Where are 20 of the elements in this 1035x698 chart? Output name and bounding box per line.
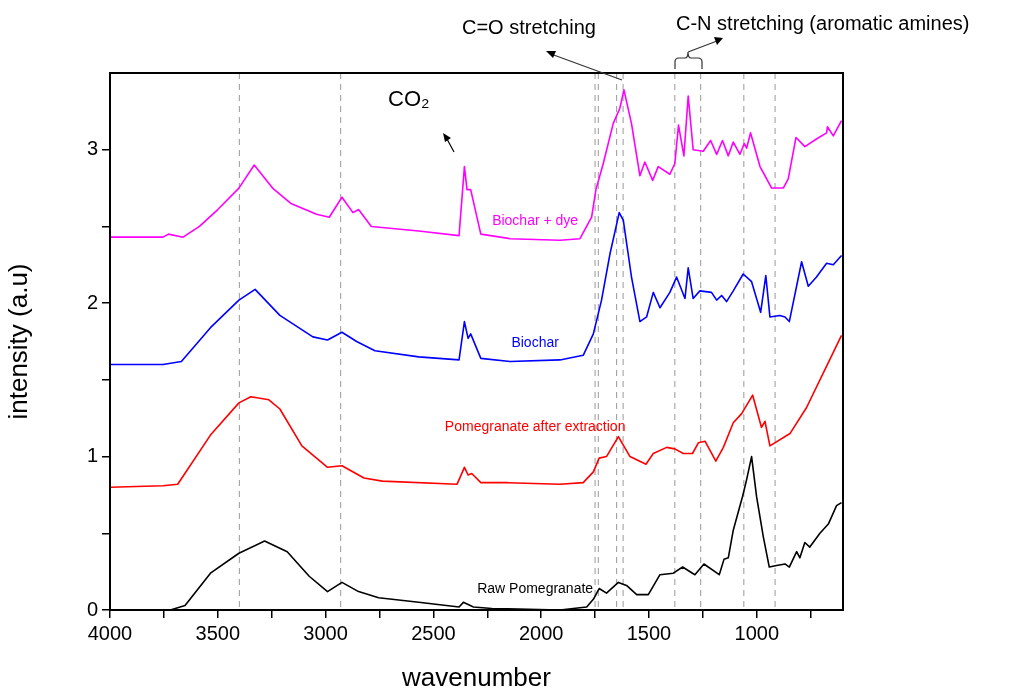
series-label: Pomegranate after extraction <box>444 417 626 434</box>
x-axis-title: wavenumber <box>401 661 552 692</box>
series-label: Biochar <box>511 333 560 350</box>
x-tick-label: 3000 <box>303 621 348 644</box>
x-tick-label: 2000 <box>518 621 564 644</box>
y-tick-label: 3 <box>86 137 98 160</box>
y-axis-title: intensity (a.u) <box>2 263 33 420</box>
y-tick-label: 1 <box>86 444 98 467</box>
annotation: CO₂ <box>388 86 430 112</box>
x-tick-label: 2500 <box>411 621 456 644</box>
x-tick-label: 1500 <box>626 621 672 644</box>
y-tick-label: 2 <box>86 290 98 313</box>
x-tick-label: 3500 <box>195 621 241 644</box>
text: C-N stretching (aromatic amines) <box>676 12 970 35</box>
y-tick-label: 0 <box>86 597 98 620</box>
series-label: Biochar + dye <box>492 212 579 229</box>
x-tick-label: 4000 <box>87 621 133 644</box>
series-label: Raw Pomegranate <box>477 580 594 597</box>
text: C=O stretching <box>462 16 596 39</box>
x-tick-label: 1000 <box>734 621 780 644</box>
